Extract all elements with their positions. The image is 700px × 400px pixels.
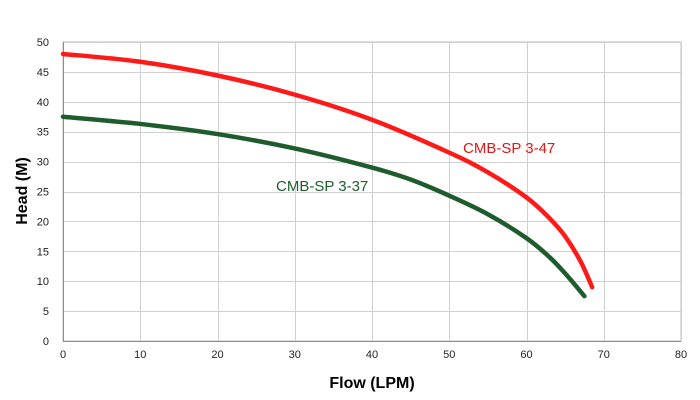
x-tick-label-40: 40: [366, 349, 378, 361]
x-tick-label-30: 30: [289, 349, 301, 361]
x-tick-label-0: 0: [60, 349, 66, 361]
x-tick-label-80: 80: [675, 349, 687, 361]
series-lines: [60, 51, 595, 299]
y-tick-label-40: 40: [37, 97, 49, 109]
x-tick-label-60: 60: [520, 349, 532, 361]
x-tick-label-70: 70: [598, 349, 610, 361]
y-tick-label-10: 10: [37, 276, 49, 288]
x-tick-labels: 0 10 20 30 40 50 60 70 80: [60, 349, 687, 361]
y-tick-label-15: 15: [37, 246, 49, 258]
series-line-cmb-sp-3-37: [60, 114, 587, 299]
x-tick-label-10: 10: [134, 349, 146, 361]
y-tick-label-35: 35: [37, 127, 49, 139]
x-axis-title: Flow (LPM): [329, 375, 414, 392]
y-tick-label-25: 25: [37, 187, 49, 199]
y-tick-label-50: 50: [37, 37, 49, 49]
y-axis-title: Head (M): [14, 157, 31, 225]
y-tick-label-20: 20: [37, 216, 49, 228]
series-line-cmb-sp-3-47: [60, 51, 595, 290]
axes: [63, 42, 681, 342]
y-tick-label-30: 30: [37, 157, 49, 169]
series-label-cmb-sp-3-47: CMB-SP 3-47: [463, 140, 555, 157]
x-tick-label-50: 50: [443, 349, 455, 361]
y-tick-labels: 0 5 10 15 20 25 30 35 40 45 50: [37, 37, 49, 348]
y-tick-label-45: 45: [37, 67, 49, 79]
y-tick-label-5: 5: [43, 306, 49, 318]
series-label-cmb-sp-3-37: CMB-SP 3-37: [276, 178, 368, 195]
x-tick-label-20: 20: [211, 349, 223, 361]
y-tick-label-0: 0: [43, 336, 49, 348]
grid: [62, 41, 682, 342]
